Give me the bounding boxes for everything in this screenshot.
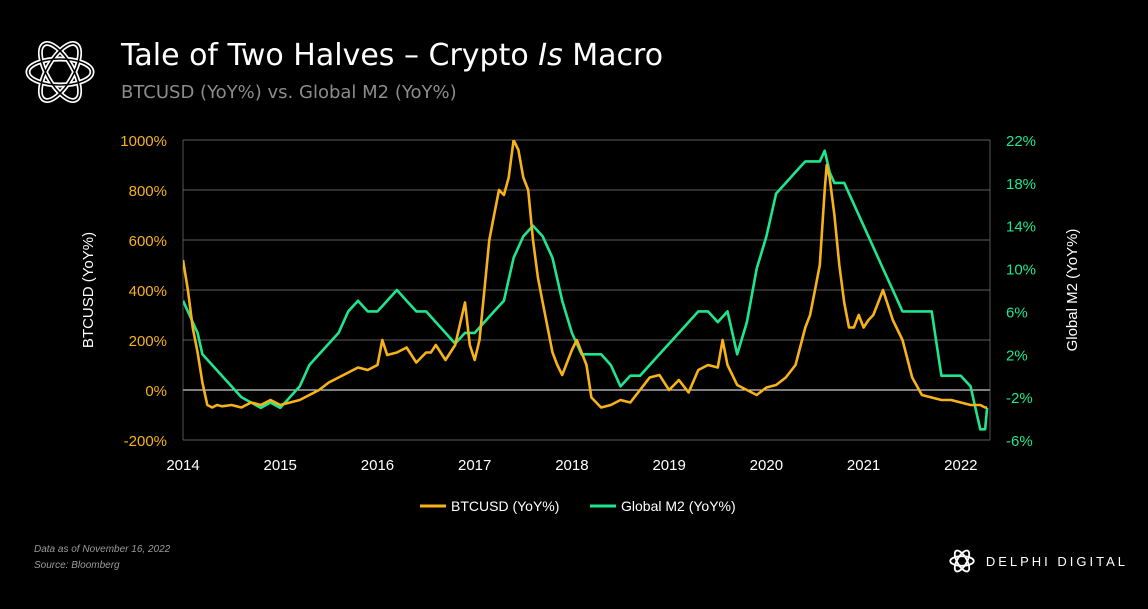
m2-series-line <box>183 149 989 431</box>
x-tick-label: 2020 <box>750 457 783 474</box>
y-right-tick-label: -2% <box>1006 390 1033 407</box>
x-tick-label: 2017 <box>458 457 491 474</box>
x-tick-label: 2015 <box>264 457 297 474</box>
x-tick-label: 2019 <box>652 457 685 474</box>
chart-series <box>183 140 989 431</box>
legend-label: Global M2 (YoY%) <box>621 498 736 514</box>
x-tick-label: 2022 <box>944 457 977 474</box>
delphi-logo-icon <box>25 41 95 103</box>
y-right-tick-label: 22% <box>1006 133 1036 150</box>
chart-axes: -200% 0% 200% 400% 600% 800% 1000% -6% -2% 2% 6% 10… <box>80 133 1081 474</box>
x-tick-label: 2014 <box>166 457 199 474</box>
page-subtitle: BTCUSD (YoY%) vs. Global M2 (YoY%) <box>121 82 457 103</box>
y-right-tick-label: 2% <box>1006 347 1028 364</box>
y-left-tick-label: 600% <box>129 233 167 250</box>
y-right-tick-label: -6% <box>1006 433 1033 450</box>
brand-mark: DELPHI DIGITAL <box>948 546 1128 576</box>
y-right-tick-label: 14% <box>1006 219 1036 236</box>
source-note: Source: Bloomberg <box>34 560 120 571</box>
chart-gridlines <box>182 139 991 441</box>
delphi-knot-icon <box>949 549 975 573</box>
y-right-tick-label: 10% <box>1006 262 1036 279</box>
y-left-tick-label: 200% <box>129 333 167 350</box>
x-tick-label: 2021 <box>847 457 880 474</box>
x-tick-label: 2016 <box>361 457 394 474</box>
page-title: Tale of Two Halves – Crypto Is Macro <box>121 38 664 73</box>
btc-series-line <box>183 140 988 409</box>
chart-legend: BTCUSD (YoY%) Global M2 (YoY%) <box>420 498 736 514</box>
y-left-tick-label: 0% <box>145 383 167 400</box>
legend-label: BTCUSD (YoY%) <box>451 498 559 514</box>
y-left-tick-label: 1000% <box>120 133 167 150</box>
data-date-note: Data as of November 16, 2022 <box>34 544 171 555</box>
y-right-tick-label: 6% <box>1006 304 1028 321</box>
y-left-tick-label: 800% <box>129 183 167 200</box>
y-left-tick-label: -200% <box>124 433 167 450</box>
y-left-axis-label: BTCUSD (YoY%) <box>80 232 97 348</box>
y-right-tick-label: 18% <box>1006 176 1036 193</box>
x-tick-label: 2018 <box>555 457 588 474</box>
y-right-axis-label: Global M2 (YoY%) <box>1064 229 1081 352</box>
brand-name: DELPHI DIGITAL <box>985 553 1128 569</box>
y-left-tick-label: 400% <box>129 283 167 300</box>
